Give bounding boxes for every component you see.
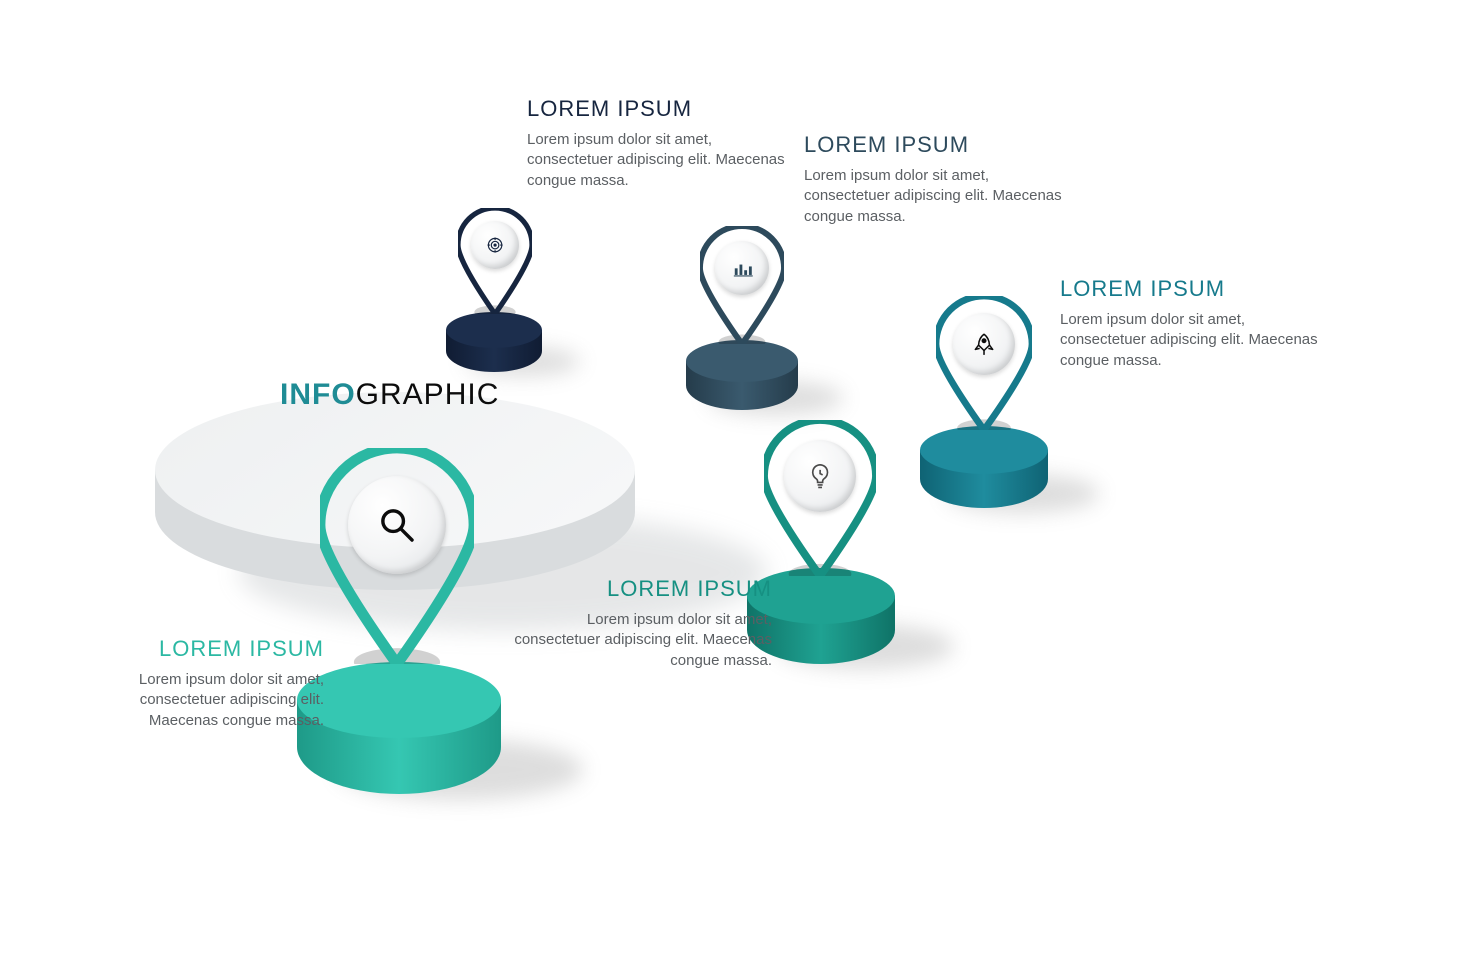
- text-block-bulb: LOREM IPSUM Lorem ipsum dolor sit amet, …: [512, 576, 772, 671]
- pedestal-chart: [686, 340, 798, 410]
- title-suffix: GRAPHIC: [356, 378, 500, 411]
- pin-bulb: [764, 420, 876, 576]
- title-prefix: INFO: [280, 378, 356, 411]
- bulb-icon: [784, 440, 856, 512]
- pedestal-search: [297, 662, 501, 794]
- item-body: Lorem ipsum dolor sit amet, consectetuer…: [1060, 310, 1320, 371]
- target-icon: [471, 221, 519, 269]
- magnifier-icon: [348, 476, 446, 574]
- item-body: Lorem ipsum dolor sit amet, consectetuer…: [527, 130, 787, 191]
- text-block-rocket: LOREM IPSUM Lorem ipsum dolor sit amet, …: [1060, 276, 1320, 371]
- text-block-target: LOREM IPSUM Lorem ipsum dolor sit amet, …: [527, 96, 787, 191]
- rocket-icon: [953, 313, 1015, 375]
- pedestal-target: [446, 312, 542, 372]
- item-title: LOREM IPSUM: [1060, 276, 1320, 302]
- item-title: LOREM IPSUM: [96, 636, 324, 662]
- item-title: LOREM IPSUM: [804, 132, 1064, 158]
- pin-rocket: [936, 296, 1032, 430]
- pin-chart: [700, 226, 784, 344]
- item-body: Lorem ipsum dolor sit amet, consectetuer…: [804, 166, 1064, 227]
- text-block-chart: LOREM IPSUM Lorem ipsum dolor sit amet, …: [804, 132, 1064, 227]
- text-block-search: LOREM IPSUM Lorem ipsum dolor sit amet, …: [96, 636, 324, 731]
- item-title: LOREM IPSUM: [512, 576, 772, 602]
- pedestal-rocket: [920, 426, 1048, 508]
- pin-target: [458, 208, 532, 314]
- item-body: Lorem ipsum dolor sit amet, consectetuer…: [512, 610, 772, 671]
- bars-icon: [715, 241, 769, 295]
- item-title: LOREM IPSUM: [527, 96, 787, 122]
- infographic-title: INFOGRAPHIC: [280, 378, 499, 412]
- item-body: Lorem ipsum dolor sit amet, consectetuer…: [96, 670, 324, 731]
- pin-search: [320, 448, 474, 664]
